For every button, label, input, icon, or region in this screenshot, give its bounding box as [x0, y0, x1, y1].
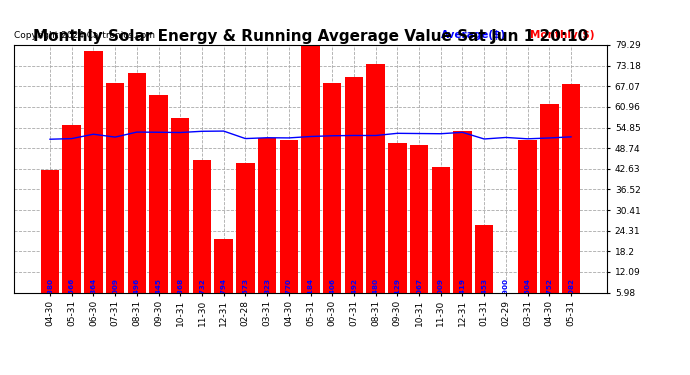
Text: 52.009: 52.009 [112, 278, 118, 306]
Text: 53.368: 53.368 [177, 278, 184, 306]
Bar [518, 140, 537, 313]
Bar [475, 225, 493, 313]
Bar [149, 95, 168, 313]
Bar [345, 76, 363, 313]
Text: 53.445: 53.445 [155, 278, 161, 306]
Text: 51.453: 51.453 [481, 278, 487, 306]
Text: 52.864: 52.864 [90, 278, 97, 306]
Bar [323, 83, 342, 313]
Text: Average($): Average($) [441, 30, 506, 40]
Text: 53.009: 53.009 [437, 278, 444, 306]
Text: 51.823: 51.823 [264, 278, 270, 306]
Bar [258, 138, 276, 313]
Title: Monthly Solar Energy & Running Avgerage Value Sat Jun 1 20:10: Monthly Solar Energy & Running Avgerage … [33, 29, 588, 44]
Text: 53.732: 53.732 [199, 278, 205, 306]
Bar [366, 63, 385, 313]
Text: Copyright 2024 Cartronics.com: Copyright 2024 Cartronics.com [14, 31, 155, 40]
Bar [562, 84, 580, 313]
Text: 51.380: 51.380 [47, 278, 53, 306]
Bar [279, 140, 298, 313]
Text: 53.129: 53.129 [394, 278, 400, 306]
Bar [106, 83, 124, 313]
Text: 51.770: 51.770 [286, 278, 292, 306]
Text: 53.794: 53.794 [221, 278, 227, 306]
Bar [128, 73, 146, 313]
Bar [497, 308, 515, 313]
Bar [63, 125, 81, 313]
Text: 51.752: 51.752 [546, 278, 552, 306]
Text: 51.900: 51.900 [503, 278, 509, 306]
Bar [410, 145, 428, 313]
Text: 53.067: 53.067 [416, 278, 422, 306]
Bar [171, 118, 190, 313]
Text: Monthly($): Monthly($) [530, 30, 595, 40]
Bar [431, 166, 450, 313]
Bar [453, 132, 472, 313]
Text: 52.184: 52.184 [308, 278, 313, 306]
Bar [540, 104, 558, 313]
Text: 53.496: 53.496 [134, 278, 140, 306]
Bar [41, 170, 59, 313]
Text: 51.573: 51.573 [242, 278, 248, 306]
Bar [84, 51, 103, 313]
Bar [302, 43, 319, 313]
Bar [215, 239, 233, 313]
Text: 52.492: 52.492 [351, 278, 357, 306]
Text: 52.406: 52.406 [329, 278, 335, 306]
Text: 53.419: 53.419 [460, 278, 466, 306]
Text: 52.480: 52.480 [373, 278, 379, 306]
Bar [388, 143, 406, 313]
Text: 52.082: 52.082 [568, 278, 574, 306]
Bar [236, 164, 255, 313]
Text: 51.566: 51.566 [69, 278, 75, 306]
Bar [193, 160, 211, 313]
Text: 51.504: 51.504 [524, 278, 531, 306]
